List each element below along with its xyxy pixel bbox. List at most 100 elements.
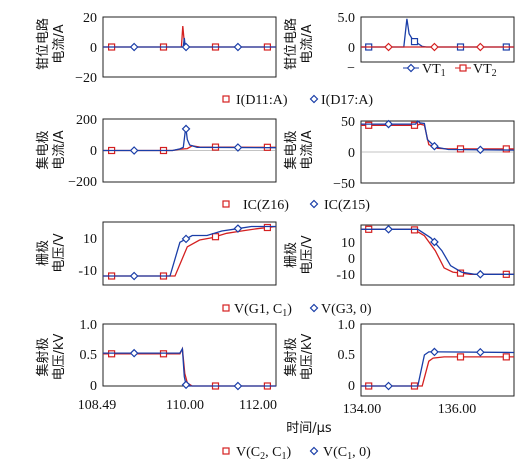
- legend-d11-marker: [222, 95, 230, 103]
- series-line-v-g1-c1-: [361, 228, 514, 275]
- ytick-r3-left-neg10: -10: [78, 264, 97, 279]
- series-marker: [475, 42, 485, 52]
- ytick-r4-right-1: 1.0: [338, 318, 356, 333]
- series-line-v-c1-0-: [103, 346, 276, 387]
- panel-collector-current-right: 集电极 电流/A 50 0 −50: [283, 115, 515, 192]
- series-marker: [502, 145, 510, 153]
- ylabel-r4-left-a: 集射极: [35, 337, 51, 376]
- legend-vt1-marker: [406, 63, 416, 73]
- series-line-v-c2-c1-: [103, 346, 276, 387]
- legend-vt2-marker: [459, 64, 467, 72]
- series-marker: [159, 350, 168, 358]
- legend-d17-marker: [309, 94, 319, 104]
- series-marker: [384, 42, 393, 52]
- series-marker: [384, 119, 393, 129]
- legend-g1c1-label: V(G1, C1): [234, 302, 292, 319]
- plot-r2-left: [103, 124, 277, 155]
- legend-row-3: V(G1, C1) V(G3, 0): [222, 302, 372, 319]
- ylabel-r2-left-b: 电流/A: [52, 130, 67, 169]
- ylabel-r2-left-a: 集电极: [35, 130, 51, 169]
- ylabel-r4-right-a: 集射极: [283, 337, 299, 376]
- plot-r2-right: [361, 119, 515, 155]
- xtick-r4-right-0: 134.00: [343, 402, 382, 417]
- ylabel-r2-right-a: 集电极: [283, 130, 299, 169]
- panel-clamp-current-left: 钳位电路 电流/A 20 0 −20: [35, 11, 277, 86]
- series-line-v-g1-c1-: [103, 225, 277, 277]
- ylabel-r3-right-a: 栅极: [284, 242, 299, 268]
- series-marker: [181, 42, 191, 52]
- xtick-r4-left-1: 110.00: [166, 398, 204, 413]
- ylabel-r1-left-a: 钳位电路: [35, 18, 51, 70]
- series-marker: [181, 234, 191, 244]
- ytick-r3-right-10: 10: [341, 236, 355, 251]
- panel-collector-current-left: 集电极 电流/A 200 0 −200: [35, 113, 277, 190]
- plot-r3-right: [361, 224, 514, 279]
- series-marker: [410, 121, 419, 129]
- legend-g3-marker: [309, 303, 319, 313]
- ylabel-r1-left-b: 电流/A: [52, 24, 67, 63]
- legend-c1-marker: [309, 446, 319, 456]
- ytick-r1-left-0: 0: [90, 41, 97, 56]
- plot-r1-left: [103, 25, 276, 52]
- series-marker: [181, 380, 191, 390]
- series-marker: [129, 146, 139, 155]
- ylabel-r3-right-b: 电压/V: [300, 235, 315, 274]
- legend-z15-marker: [309, 199, 319, 209]
- series-line-v-c1-0-: [361, 351, 515, 387]
- ytick-r4-left-1: 1.0: [80, 318, 98, 333]
- series-marker: [129, 42, 139, 52]
- ytick-r2-left-200: 200: [76, 113, 97, 128]
- series-marker: [384, 224, 393, 234]
- series-line-vt1: [361, 18, 514, 48]
- ytick-r1-right-5: 5.0: [338, 11, 356, 26]
- series-marker: [129, 271, 139, 281]
- legend-d17-label: I(D17:A): [321, 93, 373, 108]
- legend-d11-label: I(D11:A): [236, 93, 288, 108]
- legend-row-4: V(C2, C1) V(C1, 0): [222, 445, 371, 462]
- panel-gate-voltage-right: 栅极 电压/V 10 0 -10: [284, 224, 515, 286]
- ylabel-r2-right-b: 电流/A: [300, 130, 315, 169]
- legend-z16-label: IC(Z16): [243, 198, 289, 213]
- ylabel-r1-right-a: 钳位电路: [283, 18, 299, 70]
- series-line-v-g3-0-: [103, 225, 276, 277]
- series-line-v-g3-0-: [361, 228, 514, 275]
- ylabel-r4-right-b: 电压/kV: [300, 333, 315, 380]
- legend-row-2: IC(Z16) IC(Z15): [222, 198, 370, 213]
- series-marker: [456, 353, 465, 361]
- ylabel-r4-left-b: 电压/kV: [52, 333, 67, 380]
- ytick-r1-right-neg: −: [347, 61, 355, 76]
- ytick-r1-left-neg20: −20: [75, 71, 97, 86]
- series-marker: [475, 145, 485, 155]
- ytick-r2-right-neg50: −50: [333, 177, 355, 192]
- panel-ce-voltage-left: 集射极 电压/kV 1.0 0.5 0 108.49 110.00 112.00: [35, 318, 277, 413]
- series-marker: [384, 381, 393, 391]
- series-marker: [107, 350, 116, 358]
- ytick-r3-right-neg10: -10: [336, 268, 355, 283]
- series-marker: [233, 381, 243, 391]
- series-marker: [263, 223, 271, 232]
- ylabel-r3-left-a: 栅极: [36, 240, 51, 266]
- series-line-ic-z15-: [361, 120, 515, 151]
- legend-c2c1-label: V(C2, C1): [236, 445, 291, 462]
- plot-r3-left: [103, 223, 277, 281]
- plot-frame-r3-left: [102, 221, 277, 286]
- series-marker: [410, 37, 419, 46]
- series-line-v-c2-c1-: [361, 356, 514, 387]
- legend-row-1: I(D11:A) I(D17:A): [222, 93, 373, 108]
- legend-vt1-label: VT1: [422, 62, 446, 79]
- legend-z16-marker: [222, 200, 230, 208]
- plot-r4-right: [361, 347, 515, 391]
- plot-r4-left: [103, 346, 276, 391]
- ytick-r2-right-50: 50: [341, 115, 355, 130]
- x-axis-title: 时间/μs: [286, 421, 332, 436]
- ytick-r1-left-20: 20: [83, 11, 97, 26]
- plot-frame-r4-left: [102, 323, 277, 387]
- series-marker: [430, 141, 439, 151]
- ytick-r2-left-0: 0: [90, 144, 97, 159]
- panel-ce-voltage-right: 集射极 电压/kV 1.0 0.5 0 134.00 136.00: [283, 318, 515, 417]
- legend-c1-label: V(C1, 0): [323, 445, 371, 462]
- ylabel-r3-left-b: 电压/V: [52, 233, 67, 272]
- series-marker: [475, 347, 485, 357]
- ytick-r4-right-0: 0: [348, 379, 355, 394]
